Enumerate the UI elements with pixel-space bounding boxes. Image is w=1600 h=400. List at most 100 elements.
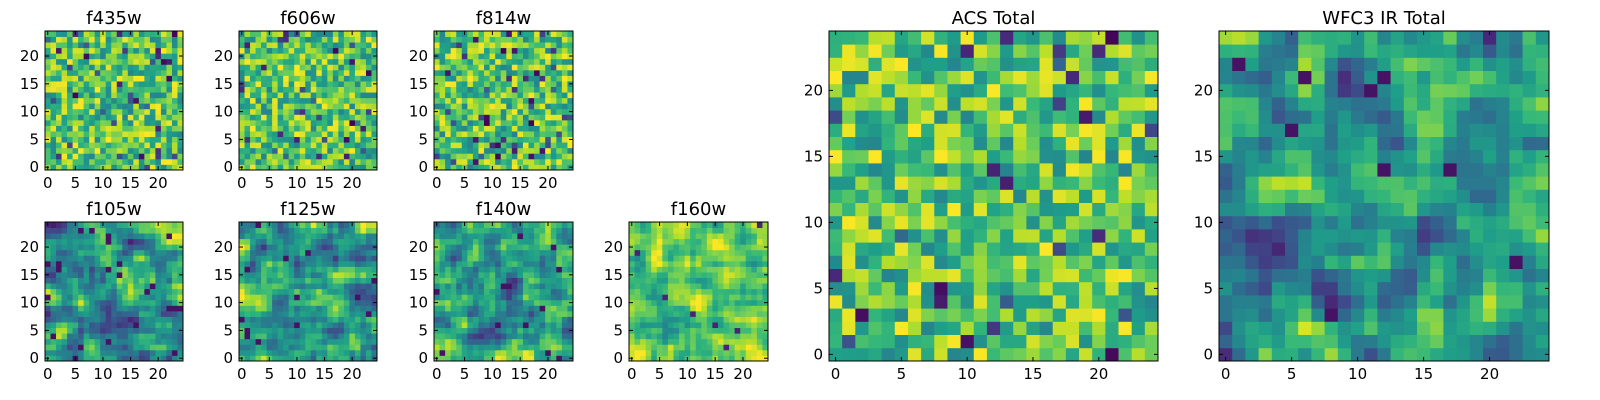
heatmap-cell bbox=[517, 277, 524, 284]
heatmap-cell bbox=[244, 164, 251, 171]
heatmap-cell bbox=[255, 349, 262, 356]
heatmap-cell bbox=[56, 244, 62, 251]
heatmap-cell bbox=[467, 294, 474, 301]
heatmap-cell bbox=[534, 310, 541, 317]
heatmap-cell bbox=[445, 305, 452, 312]
heatmap-cell bbox=[332, 136, 339, 143]
heatmap-cell bbox=[717, 288, 724, 295]
heatmap-cell bbox=[539, 69, 546, 76]
heatmap-cell bbox=[528, 31, 535, 37]
heatmap-cell bbox=[261, 92, 267, 99]
heatmap-cell bbox=[283, 299, 290, 306]
heatmap-cell bbox=[734, 310, 741, 317]
heatmap-cell bbox=[160, 97, 167, 104]
heatmap-cell bbox=[50, 153, 57, 160]
heatmap-cell bbox=[434, 142, 440, 149]
heatmap-cell bbox=[133, 288, 140, 295]
heatmap-cell bbox=[305, 333, 312, 340]
heatmap-cell bbox=[717, 222, 724, 228]
heatmap-cell bbox=[166, 108, 173, 115]
heatmap-cell bbox=[332, 266, 339, 273]
heatmap-cell bbox=[316, 158, 323, 165]
heatmap-cell bbox=[343, 227, 350, 234]
heatmap-cell bbox=[171, 333, 178, 340]
heatmap-cell bbox=[690, 322, 697, 329]
heatmap-cell bbox=[299, 238, 306, 245]
heatmap-cell bbox=[1092, 163, 1106, 177]
heatmap-cell bbox=[439, 333, 446, 340]
heatmap-cell bbox=[111, 344, 118, 351]
heatmap-cell bbox=[550, 125, 557, 132]
heatmap-cell bbox=[478, 355, 485, 362]
heatmap-cell bbox=[467, 227, 474, 234]
heatmap-cell bbox=[327, 338, 334, 345]
heatmap-cell bbox=[100, 238, 107, 245]
heatmap-cell bbox=[667, 288, 674, 295]
heatmap-cell bbox=[1118, 189, 1133, 203]
heatmap-cell bbox=[556, 227, 563, 234]
heatmap-cell bbox=[316, 119, 323, 126]
heatmap-cell bbox=[456, 153, 463, 160]
heatmap-cell bbox=[439, 266, 446, 273]
heatmap-cell bbox=[56, 249, 62, 256]
heatmap-cell bbox=[1065, 308, 1080, 322]
heatmap-cell bbox=[277, 158, 284, 165]
heatmap-cell bbox=[662, 294, 669, 301]
heatmap-cell bbox=[1052, 215, 1067, 230]
heatmap-cell bbox=[1052, 268, 1067, 283]
heatmap-cell bbox=[83, 355, 90, 362]
heatmap-cell bbox=[349, 227, 356, 234]
heatmap-cell bbox=[534, 119, 541, 126]
heatmap-cell bbox=[986, 202, 1001, 217]
heatmap-cell bbox=[656, 233, 663, 240]
heatmap-cell bbox=[439, 119, 446, 126]
heatmap-cell bbox=[332, 249, 339, 256]
heatmap-cell bbox=[934, 189, 948, 203]
heatmap-cell bbox=[894, 295, 909, 309]
heatmap-cell bbox=[250, 260, 256, 267]
heatmap-cell bbox=[160, 36, 167, 43]
heatmap-cell bbox=[160, 222, 167, 228]
heatmap-cell bbox=[500, 333, 507, 340]
heatmap-cell bbox=[144, 64, 151, 71]
heatmap-cell bbox=[360, 333, 367, 340]
heatmap-cell bbox=[255, 288, 262, 295]
heatmap-cell bbox=[61, 249, 68, 256]
heatmap-cell bbox=[434, 316, 440, 323]
heatmap-cell bbox=[550, 294, 557, 301]
heatmap-cell bbox=[434, 158, 440, 165]
heatmap-cell bbox=[177, 338, 184, 345]
heatmap-cell bbox=[144, 338, 151, 345]
heatmap-cell bbox=[111, 131, 118, 138]
heatmap-cell bbox=[272, 305, 279, 312]
heatmap-cell bbox=[299, 108, 306, 115]
heatmap-cell bbox=[561, 69, 568, 76]
heatmap-cell bbox=[316, 355, 323, 362]
heatmap-cell bbox=[842, 242, 856, 256]
heatmap-cell bbox=[717, 227, 724, 234]
heatmap-cell bbox=[729, 322, 736, 329]
heatmap-cell bbox=[511, 103, 518, 110]
heatmap-cell bbox=[517, 266, 524, 273]
heatmap-cell bbox=[640, 344, 647, 351]
heatmap-cell bbox=[461, 316, 468, 323]
heatmap-cell bbox=[111, 75, 118, 82]
heatmap-cell bbox=[1079, 176, 1093, 190]
heatmap-cell bbox=[534, 164, 541, 171]
heatmap-cell bbox=[567, 58, 574, 65]
heatmap-cell bbox=[138, 103, 145, 110]
heatmap-cell bbox=[511, 81, 518, 87]
heatmap-cell bbox=[250, 233, 256, 240]
heatmap-cell bbox=[354, 31, 361, 37]
heatmap-cell bbox=[45, 294, 51, 301]
heatmap-cell bbox=[534, 333, 541, 340]
heatmap-cell bbox=[349, 266, 356, 273]
heatmap-cell bbox=[89, 255, 96, 262]
heatmap-cell bbox=[56, 58, 62, 65]
heatmap-cell bbox=[56, 310, 62, 317]
heatmap-cell bbox=[762, 316, 769, 323]
heatmap-cell bbox=[83, 86, 90, 93]
heatmap-cell bbox=[1118, 215, 1133, 230]
heatmap-cell bbox=[634, 294, 641, 301]
